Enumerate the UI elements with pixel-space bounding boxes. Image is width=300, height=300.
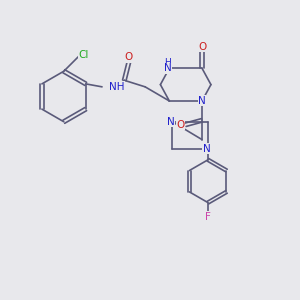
Text: NH: NH: [109, 82, 124, 92]
Text: N: N: [164, 63, 172, 73]
Text: F: F: [205, 212, 211, 222]
Text: H: H: [164, 58, 171, 67]
Text: N: N: [198, 96, 206, 106]
Text: O: O: [125, 52, 133, 62]
Text: N: N: [167, 117, 175, 127]
Text: Cl: Cl: [79, 50, 89, 60]
Text: N: N: [202, 143, 210, 154]
Text: O: O: [198, 42, 206, 52]
Text: O: O: [176, 120, 184, 130]
